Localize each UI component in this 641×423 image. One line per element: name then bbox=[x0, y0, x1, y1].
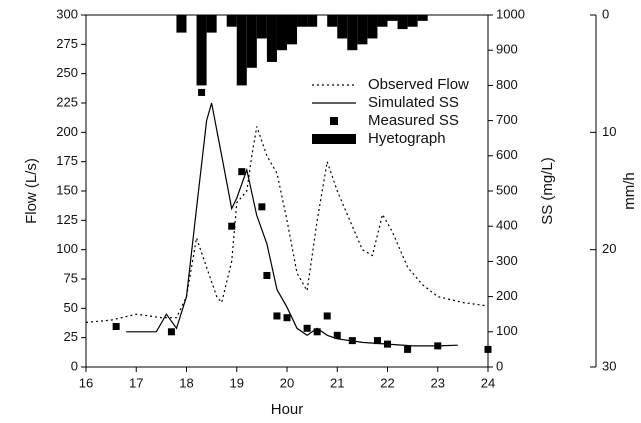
y-tick-label: 300 bbox=[56, 6, 78, 21]
y2-tick-label: 900 bbox=[496, 42, 518, 57]
measured-point bbox=[404, 345, 412, 353]
hyetograph-bar bbox=[256, 15, 267, 39]
x-tick-label: 19 bbox=[230, 375, 244, 390]
x-tick-label: 17 bbox=[129, 375, 143, 390]
x-tick-label: 20 bbox=[280, 375, 294, 390]
y3-tick-label: 30 bbox=[602, 358, 616, 373]
measured-point bbox=[484, 345, 492, 353]
legend-label: Simulated SS bbox=[368, 94, 459, 111]
x-axis-label: Hour bbox=[271, 401, 304, 418]
hyetograph-bar bbox=[287, 15, 298, 45]
hyetograph-bar bbox=[387, 15, 398, 21]
measured-point bbox=[373, 337, 381, 345]
x-tick-label: 23 bbox=[431, 375, 445, 390]
y-tick-label: 275 bbox=[56, 36, 78, 51]
plot-frame bbox=[85, 14, 489, 368]
hyetograph-bar bbox=[307, 15, 318, 27]
measured-point bbox=[283, 314, 291, 322]
hyetograph-bar bbox=[246, 15, 257, 68]
y-tick-label: 150 bbox=[56, 182, 78, 197]
hyetograph-bar bbox=[297, 15, 308, 27]
y2-tick-label: 0 bbox=[496, 358, 503, 373]
y-tick-label: 200 bbox=[56, 124, 78, 139]
measured-point bbox=[313, 328, 321, 336]
hyetograph-bar bbox=[206, 15, 217, 33]
y2-tick-label: 300 bbox=[496, 253, 518, 268]
y-tick-label: 50 bbox=[64, 300, 78, 315]
measured-point bbox=[238, 168, 246, 176]
measured-point bbox=[303, 324, 311, 332]
measured-point bbox=[112, 323, 120, 331]
x-tick-label: 22 bbox=[380, 375, 394, 390]
y-tick-label: 250 bbox=[56, 65, 78, 80]
hyetograph-bar bbox=[397, 15, 408, 30]
y3-axis-label: mm/h bbox=[621, 172, 638, 210]
y2-tick-label: 200 bbox=[496, 288, 518, 303]
measured-point bbox=[323, 312, 331, 320]
y2-tick-label: 800 bbox=[496, 77, 518, 92]
hyetograph-bar bbox=[407, 15, 418, 27]
y2-tick-label: 500 bbox=[496, 182, 518, 197]
x-tick-label: 21 bbox=[330, 375, 344, 390]
y2-axis-label: SS (mg/L) bbox=[539, 157, 556, 225]
y3-tick-label: 10 bbox=[602, 124, 616, 139]
y-tick-label: 225 bbox=[56, 94, 78, 109]
measured-point bbox=[273, 312, 281, 320]
y2-tick-label: 700 bbox=[496, 112, 518, 127]
hyetograph-bar bbox=[347, 15, 358, 51]
measured-point bbox=[258, 203, 266, 211]
hyetograph-bar bbox=[176, 15, 187, 33]
hyetograph-bar bbox=[236, 15, 247, 86]
hyetograph-bar bbox=[327, 15, 338, 27]
y-tick-label: 25 bbox=[64, 329, 78, 344]
legend-label: Hyetograph bbox=[368, 130, 446, 147]
y2-tick-label: 100 bbox=[496, 323, 518, 338]
series-line bbox=[126, 102, 458, 347]
hyetograph-bar bbox=[417, 15, 428, 21]
measured-point bbox=[167, 328, 175, 336]
hyetograph-bar bbox=[266, 15, 277, 62]
hyetograph-bar bbox=[226, 15, 237, 27]
y-axis-label: Flow (L/s) bbox=[23, 158, 40, 224]
hyetograph-bar bbox=[276, 15, 287, 51]
x-tick-label: 18 bbox=[179, 375, 193, 390]
hyetograph-bar bbox=[337, 15, 348, 39]
hyetograph-bar bbox=[196, 15, 207, 86]
measured-point bbox=[384, 340, 391, 348]
y-tick-label: 0 bbox=[71, 358, 78, 373]
y2-tick-label: 400 bbox=[496, 218, 518, 233]
y-tick-label: 75 bbox=[64, 270, 78, 285]
legend-label: Measured SS bbox=[368, 112, 459, 129]
legend-swatch bbox=[330, 117, 338, 125]
y2-tick-label: 1000 bbox=[496, 6, 525, 21]
hyetograph-bar bbox=[377, 15, 388, 27]
y2-tick-label: 600 bbox=[496, 147, 518, 162]
measured-point bbox=[348, 337, 356, 345]
measured-point bbox=[198, 88, 206, 96]
y3-tick-label: 0 bbox=[602, 6, 609, 21]
measured-point bbox=[434, 342, 442, 350]
y-tick-label: 100 bbox=[56, 241, 78, 256]
measured-point bbox=[263, 271, 271, 279]
y-tick-label: 125 bbox=[56, 212, 78, 227]
measured-point bbox=[228, 222, 236, 230]
legend-swatch bbox=[312, 134, 356, 144]
hyetograph-bar bbox=[367, 15, 378, 39]
y3-tick-label: 20 bbox=[602, 241, 616, 256]
hyetograph-bar bbox=[357, 15, 368, 45]
x-tick-label: 24 bbox=[481, 375, 495, 390]
x-tick-label: 16 bbox=[79, 375, 93, 390]
measured-point bbox=[333, 331, 341, 339]
series-line bbox=[85, 126, 489, 323]
legend-label: Observed Flow bbox=[368, 76, 469, 93]
y-tick-label: 175 bbox=[56, 153, 78, 168]
